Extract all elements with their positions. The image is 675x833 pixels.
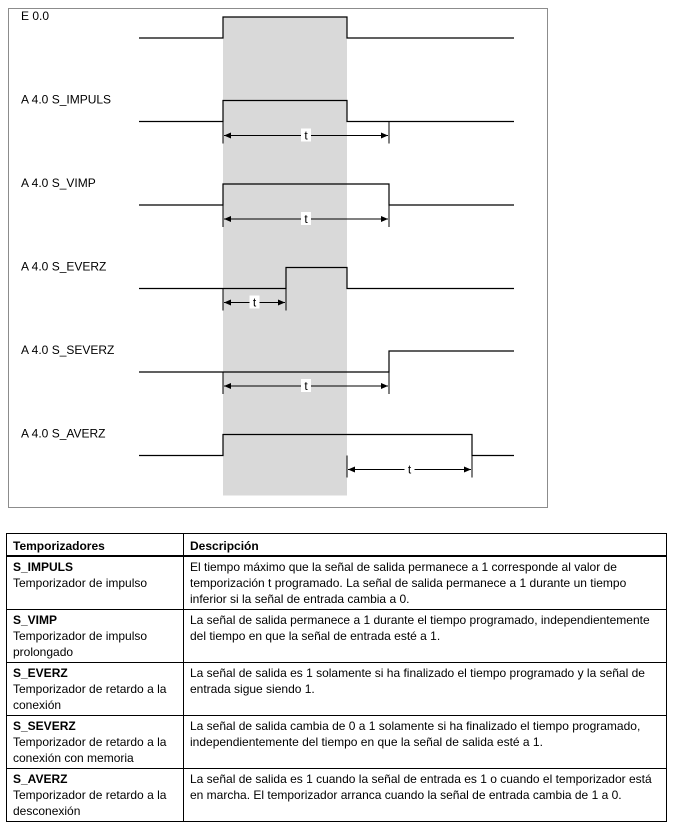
signal-waveform — [139, 16, 514, 39]
interval-label-bg — [404, 462, 415, 476]
timer-subtitle: Temporizador de retardo a la conexión co… — [13, 735, 167, 765]
timer-description-table: Temporizadores Descripción S_IMPULS Temp… — [6, 533, 667, 822]
interval-label-bg — [249, 295, 260, 309]
signal-waveform — [139, 433, 514, 457]
timer-name: S_IMPULS — [13, 560, 74, 574]
timer-name: S_VIMP — [13, 613, 58, 627]
time-label: t — [408, 463, 412, 477]
signal-label: E 0.0 — [21, 9, 49, 23]
timing-diagram: E 0.0 A 4.0 S_IMPULS t A 4.0 S_VIMP t A 4.0 S… — [8, 8, 548, 508]
signal-label: A 4.0 S_AVERZ — [21, 427, 106, 441]
signal-waveform — [139, 266, 514, 290]
timer-description: La señal de salida permanece a 1 durante… — [183, 609, 667, 663]
interval-label-bg — [301, 128, 311, 142]
table-header-row: Temporizadores Descripción — [6, 533, 667, 557]
time-label: t — [304, 129, 308, 143]
signal-waveform — [139, 99, 514, 123]
interval-label-bg — [301, 212, 311, 225]
table-row: S_EVERZ Temporizador de retardo a la con… — [6, 662, 667, 716]
signal-label: A 4.0 S_IMPULS — [21, 93, 111, 107]
table-row: S_AVERZ Temporizador de retardo a la des… — [6, 768, 667, 822]
signal-row: E 0.0 — [21, 9, 514, 39]
timer-cell: S_AVERZ Temporizador de retardo a la des… — [6, 768, 184, 822]
timer-subtitle: Temporizador de impulso — [13, 576, 148, 590]
interval-label-bg — [301, 379, 311, 392]
signal-waveform — [139, 350, 514, 373]
time-label: t — [304, 212, 308, 226]
time-label: t — [253, 296, 257, 310]
timer-subtitle: Temporizador de retardo a la desconexión — [13, 788, 167, 818]
timer-description: La señal de salida es 1 solamente si ha … — [183, 662, 667, 716]
input-active-window — [223, 17, 347, 496]
timer-name: S_AVERZ — [13, 772, 68, 786]
table-row: S_SEVERZ Temporizador de retardo a la co… — [6, 715, 667, 769]
timer-cell: S_IMPULS Temporizador de impulso — [6, 555, 184, 610]
signal-label: A 4.0 S_EVERZ — [21, 260, 106, 274]
timer-name: S_SEVERZ — [13, 719, 76, 733]
timer-description: La señal de salida cambia de 0 a 1 solam… — [183, 715, 667, 769]
header-description: Descripción — [183, 533, 667, 557]
signal-label: A 4.0 S_VIMP — [21, 176, 96, 190]
timer-subtitle: Temporizador de retardo a la conexión — [13, 682, 167, 712]
timer-cell: S_EVERZ Temporizador de retardo a la con… — [6, 662, 184, 716]
timer-description: La señal de salida es 1 cuando la señal … — [183, 768, 667, 822]
signal-label: A 4.0 S_SEVERZ — [21, 343, 114, 357]
timer-name: S_EVERZ — [13, 666, 68, 680]
table-row: S_VIMP Temporizador de impulso prolongad… — [6, 609, 667, 663]
timer-description: El tiempo máximo que la señal de salida … — [183, 555, 667, 610]
header-timers: Temporizadores — [6, 533, 184, 557]
timer-subtitle: Temporizador de impulso prolongado — [13, 629, 148, 659]
signal-waveform — [139, 183, 514, 206]
timer-cell: S_SEVERZ Temporizador de retardo a la co… — [6, 715, 184, 769]
timer-cell: S_VIMP Temporizador de impulso prolongad… — [6, 609, 184, 663]
time-label: t — [304, 379, 308, 393]
table-row: S_IMPULS Temporizador de impulso El tiem… — [6, 555, 667, 610]
